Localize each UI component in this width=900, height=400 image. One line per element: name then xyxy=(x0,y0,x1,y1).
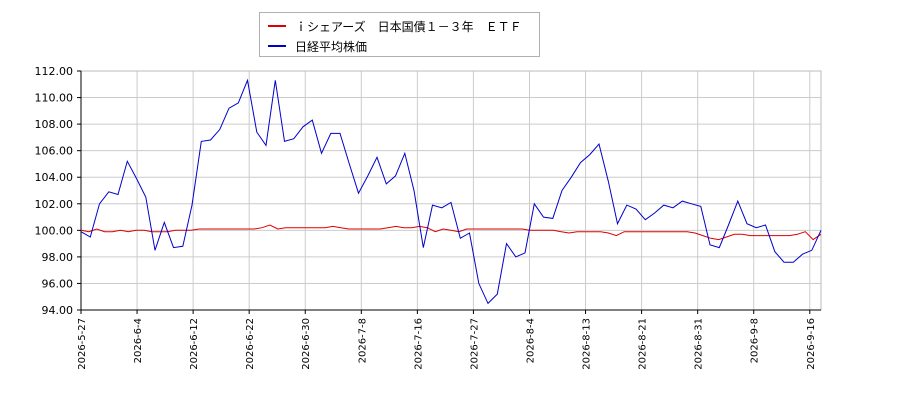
y-tick-label: 108.00 xyxy=(35,118,74,131)
x-tick-label: 2026-7-8 xyxy=(357,318,368,363)
series-lines xyxy=(80,78,822,305)
x-tick-label: 2026-9-16 xyxy=(806,318,817,370)
x-tick-label: 2026-6-4 xyxy=(133,318,144,363)
legend-item-series-1: ｉシェアーズ 日本国債１－３年 ＥＴＦ xyxy=(268,17,522,35)
x-tick-label: 2026-8-13 xyxy=(582,318,593,370)
x-tick-label: 2026-6-22 xyxy=(245,318,256,370)
series-line-2 xyxy=(80,78,822,305)
y-tick-label: 104.00 xyxy=(35,171,74,184)
series-line-1 xyxy=(80,224,822,241)
y-tick-label: 112.00 xyxy=(35,65,74,78)
x-tick-label: 2026-5-27 xyxy=(77,318,88,370)
y-tick-label: 98.00 xyxy=(42,251,74,264)
x-tick-label: 2026-6-30 xyxy=(301,318,312,370)
x-axis-ticks: 2026-5-27 2026-6-4 2026-6-12 2026-6-22 2026-… xyxy=(77,310,817,370)
legend: ｉシェアーズ 日本国債１－３年 ＥＴＦ 日経平均株価 xyxy=(259,12,540,57)
y-axis-ticks: 94.00 96.00 98.00 100.00 102.00 104.00 106.00 1… xyxy=(35,65,81,317)
x-tick-label: 2026-7-16 xyxy=(413,318,424,370)
grid-lines xyxy=(80,70,821,311)
x-tick-label: 2026-8-31 xyxy=(694,318,705,370)
x-tick-label: 2026-7-27 xyxy=(469,318,480,370)
legend-swatch-series-2 xyxy=(268,45,286,47)
x-tick-label: 2026-9-8 xyxy=(750,318,761,363)
plot-frame xyxy=(80,70,822,311)
legend-item-series-2: 日経平均株価 xyxy=(268,37,367,55)
axes xyxy=(80,70,822,311)
y-tick-label: 96.00 xyxy=(42,277,74,290)
legend-label-series-1: ｉシェアーズ 日本国債１－３年 ＥＴＦ xyxy=(295,19,522,34)
y-tick-label: 94.00 xyxy=(42,304,74,317)
y-tick-label: 110.00 xyxy=(35,92,74,105)
x-tick-label: 2026-6-12 xyxy=(189,318,200,370)
x-tick-label: 2026-8-4 xyxy=(525,318,536,363)
y-tick-label: 106.00 xyxy=(35,145,74,158)
y-tick-label: 100.00 xyxy=(35,224,74,237)
x-tick-label: 2026-8-21 xyxy=(638,318,649,370)
legend-label-series-2: 日経平均株価 xyxy=(295,39,368,54)
legend-swatch-series-1 xyxy=(268,25,286,27)
y-tick-label: 102.00 xyxy=(35,198,74,211)
